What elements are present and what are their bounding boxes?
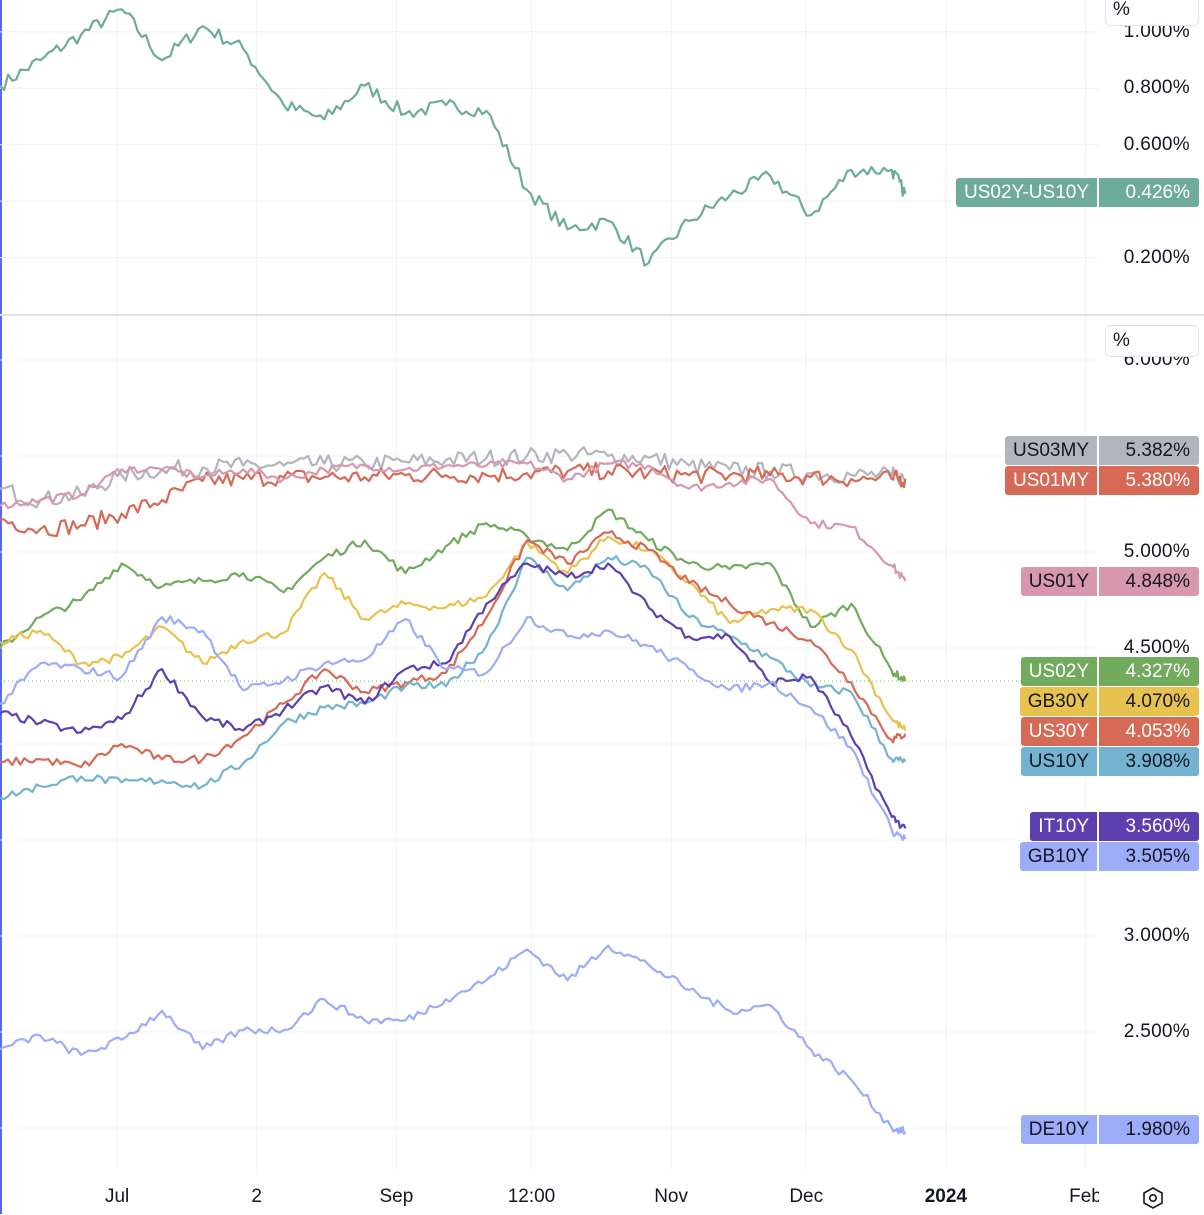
series-line-gb10y[interactable] xyxy=(0,615,907,842)
series-name: US10Y xyxy=(1020,747,1097,776)
series-last-value: 3.908% xyxy=(1099,747,1199,776)
time-axis[interactable]: Jul 2 Sep 12:00 Nov Dec 2024 Feb xyxy=(0,1180,1099,1214)
pane-separator[interactable] xyxy=(0,314,1204,316)
series-last-value: 3.505% xyxy=(1099,842,1199,871)
series-label-de10y[interactable]: DE10Y 1.980% xyxy=(0,1115,1204,1144)
series-line-us03my[interactable] xyxy=(0,445,906,509)
y-tick-label: 5.000% xyxy=(1123,540,1190,562)
series-name: US02Y xyxy=(1020,657,1097,686)
series-name: US02Y-US10Y xyxy=(956,178,1097,207)
y-tick-label: 0.200% xyxy=(1123,246,1190,268)
y-tick-label: 4.500% xyxy=(1123,636,1190,658)
series-label-it10y[interactable]: IT10Y 3.560% xyxy=(0,812,1204,841)
series-name: GB10Y xyxy=(1019,842,1097,871)
unit-label: % xyxy=(1113,330,1130,351)
y-tick-label: 0.800% xyxy=(1123,77,1190,99)
series-name: US01MY xyxy=(1004,466,1097,495)
series-last-value: 4.070% xyxy=(1099,687,1199,716)
bottom-pane-unit-box[interactable]: % xyxy=(1105,325,1199,357)
series-last-value: 1.980% xyxy=(1099,1115,1199,1144)
series-name: GB30Y xyxy=(1019,687,1097,716)
series-last-value: 5.380% xyxy=(1099,466,1199,495)
series-line-us01y[interactable] xyxy=(0,459,907,582)
series-label-gb10y[interactable]: GB10Y 3.505% xyxy=(0,842,1204,871)
series-last-value: 0.426% xyxy=(1099,178,1199,207)
y-tick-label: 0.600% xyxy=(1123,133,1190,155)
y-tick-label: 2.500% xyxy=(1123,1020,1190,1042)
series-line-us01my[interactable] xyxy=(0,461,907,538)
x-tick-label: Dec xyxy=(789,1186,824,1207)
y-tick-label: 3.000% xyxy=(1123,924,1190,946)
series-label-us01my[interactable]: US01MY 5.380% xyxy=(0,466,1204,495)
series-line-us02y-us10y[interactable] xyxy=(0,8,907,267)
series-label-us02y-us10y[interactable]: US02Y-US10Y 0.426% xyxy=(0,178,1204,207)
x-tick-label: 2024 xyxy=(924,1186,967,1207)
series-label-us03my[interactable]: US03MY 5.382% xyxy=(0,436,1204,465)
series-line-de10y[interactable] xyxy=(0,944,907,1135)
series-label-us10y[interactable]: US10Y 3.908% xyxy=(0,747,1204,776)
x-tick-label: Jul xyxy=(104,1186,130,1207)
series-name: US03MY xyxy=(1004,436,1097,465)
series-name: US01Y xyxy=(1020,567,1097,596)
left-edge-border xyxy=(0,0,2,1214)
series-label-us01y[interactable]: US01Y 4.848% xyxy=(0,567,1204,596)
series-last-value: 5.382% xyxy=(1099,436,1199,465)
top-pane-unit-box[interactable]: % xyxy=(1105,0,1199,26)
series-line-us02y[interactable] xyxy=(0,508,907,683)
series-label-us02y[interactable]: US02Y 4.327% xyxy=(0,657,1204,686)
x-tick-label: Nov xyxy=(654,1186,689,1207)
series-last-value: 4.327% xyxy=(1099,657,1199,686)
series-line-us10y[interactable] xyxy=(0,555,907,801)
x-tick-label: 2 xyxy=(251,1186,263,1207)
series-line-us30y[interactable] xyxy=(0,530,907,769)
series-name: DE10Y xyxy=(1020,1115,1097,1144)
series-label-gb30y[interactable]: GB30Y 4.070% xyxy=(0,687,1204,716)
series-name: IT10Y xyxy=(1030,812,1097,841)
series-name: US30Y xyxy=(1020,717,1097,746)
series-line-gb30y[interactable] xyxy=(0,535,907,731)
unit-label: % xyxy=(1113,0,1130,20)
series-last-value: 4.848% xyxy=(1099,567,1199,596)
y-tick-label: 1.000% xyxy=(1123,20,1190,42)
series-label-us30y[interactable]: US30Y 4.053% xyxy=(0,717,1204,746)
series-last-value: 4.053% xyxy=(1099,717,1199,746)
x-tick-label: Feb xyxy=(1069,1186,1099,1207)
x-tick-label: Sep xyxy=(379,1186,414,1207)
settings-hexagon-icon[interactable] xyxy=(1141,1186,1165,1210)
series-last-value: 3.560% xyxy=(1099,812,1199,841)
x-tick-label: 12:00 xyxy=(507,1186,556,1207)
